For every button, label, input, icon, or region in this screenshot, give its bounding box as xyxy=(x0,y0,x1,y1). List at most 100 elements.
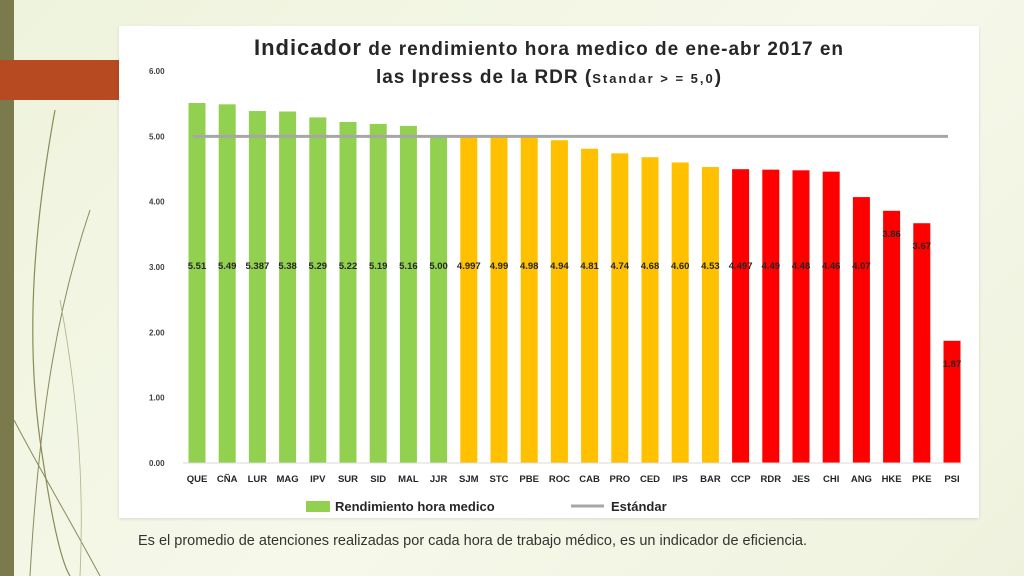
bar-que xyxy=(188,103,206,463)
bar-lur xyxy=(248,111,266,464)
category-label: CHI xyxy=(823,474,839,485)
bar-cab xyxy=(581,148,599,463)
category-label: CAB xyxy=(579,474,600,485)
data-label: 5.16 xyxy=(399,261,418,272)
bar-mal xyxy=(399,125,417,463)
category-label: SID xyxy=(370,474,386,485)
bar-psi xyxy=(943,340,961,463)
data-label: 3.67 xyxy=(913,241,932,252)
bar-ips xyxy=(671,162,689,463)
data-label: 4.68 xyxy=(641,261,660,272)
data-label: 4.99 xyxy=(490,261,509,272)
data-label: 4.49 xyxy=(762,261,781,272)
left-decor-bar xyxy=(0,0,14,576)
category-label: IPS xyxy=(673,474,688,485)
y-tick-label: 6.00 xyxy=(149,67,165,76)
data-label: 4.98 xyxy=(520,261,539,272)
title-line2-part1: las Ipress de la RDR ( xyxy=(375,67,593,88)
category-label: SUR xyxy=(338,474,358,485)
bar-chi xyxy=(822,171,840,463)
y-tick-label: 2.00 xyxy=(149,328,165,337)
data-label: 5.22 xyxy=(339,261,358,272)
category-label: CÑA xyxy=(217,474,238,485)
category-label: MAL xyxy=(398,474,419,485)
data-label: 5.387 xyxy=(246,261,270,272)
bar-ang xyxy=(852,197,870,464)
bar-hke xyxy=(883,210,901,463)
category-label: HKE xyxy=(882,474,902,485)
bar-cña xyxy=(218,104,236,463)
data-label: 4.997 xyxy=(457,261,481,272)
bar-bar xyxy=(701,167,719,464)
legend-swatch-rendimiento xyxy=(306,501,330,512)
category-label: ROC xyxy=(549,474,570,485)
category-label: IPV xyxy=(310,474,326,485)
data-label: 5.51 xyxy=(188,261,207,272)
category-label: STC xyxy=(490,474,509,485)
category-label: JJR xyxy=(430,474,448,485)
category-label: ANG xyxy=(851,474,872,485)
data-label: 5.19 xyxy=(369,261,388,272)
title-part2: de rendimiento hora medico de ene-abr 20… xyxy=(361,39,845,60)
category-label: JES xyxy=(792,474,810,485)
y-tick-label: 5.00 xyxy=(149,132,165,141)
category-label: LUR xyxy=(248,474,268,485)
y-tick-label: 3.00 xyxy=(149,263,165,272)
data-label: 4.46 xyxy=(822,261,841,272)
category-label: SJM xyxy=(459,474,479,485)
bar-stc xyxy=(490,136,508,463)
data-label: 4.81 xyxy=(580,261,599,272)
left-accent-block xyxy=(0,60,119,100)
bar-jjr xyxy=(430,136,448,463)
bar-pro xyxy=(611,153,629,463)
data-label: 5.00 xyxy=(429,261,448,272)
bar-sjm xyxy=(460,136,478,463)
y-tick-label: 4.00 xyxy=(149,198,165,207)
bar-mag xyxy=(279,111,297,464)
category-label: QUE xyxy=(187,474,208,485)
legend-label-rendimiento: Rendimiento hora medico xyxy=(335,499,495,514)
bar-ced xyxy=(641,157,659,464)
legend-label-estandar: Estándar xyxy=(611,499,667,514)
decorative-curves xyxy=(13,109,101,576)
bar-pbe xyxy=(520,137,538,463)
data-label: 4.74 xyxy=(611,261,630,272)
category-label: PSI xyxy=(944,474,959,485)
category-label: CCP xyxy=(731,474,752,485)
data-label: 5.49 xyxy=(218,261,237,272)
bar-ipv xyxy=(309,117,327,464)
category-label: MAG xyxy=(277,474,299,485)
data-label: 4.60 xyxy=(671,261,690,272)
data-label: 4.07 xyxy=(852,261,871,272)
bar-chart: 0.00 1.00 2.00 3.00 4.00 5.00 6.00 5.51 5.49 5.38… xyxy=(149,67,962,514)
category-label: PBE xyxy=(519,474,539,485)
title-line2-part3: ) xyxy=(714,67,723,88)
data-label: 5.29 xyxy=(309,261,328,272)
chart-title: Indicador de rendimiento hora medico de … xyxy=(119,34,979,93)
title-line2-small: Standar > = 5,0 xyxy=(592,71,715,86)
bar-ccp xyxy=(732,169,750,464)
data-label: 4.497 xyxy=(729,261,753,272)
chart-card: Indicador de rendimiento hora medico de … xyxy=(119,26,979,518)
bar-jes xyxy=(792,170,810,463)
category-label: BAR xyxy=(700,474,721,485)
bar-pke xyxy=(913,223,931,463)
category-label: CED xyxy=(640,474,660,485)
bar-roc xyxy=(550,140,568,463)
y-tick-label: 1.00 xyxy=(149,394,165,403)
bar-sur xyxy=(339,121,357,464)
data-label: 1.87 xyxy=(943,359,962,370)
data-label: 5.38 xyxy=(278,261,297,272)
category-label: PKE xyxy=(912,474,932,485)
bar-rdr xyxy=(762,169,780,464)
data-label: 3.86 xyxy=(882,229,901,240)
data-label: 4.53 xyxy=(701,261,720,272)
category-label: PRO xyxy=(610,474,631,485)
data-label: 4.48 xyxy=(792,261,811,272)
title-part1: Indicador xyxy=(253,35,362,60)
caption-text: Es el promedio de atenciones realizadas … xyxy=(138,533,808,549)
data-label: 4.94 xyxy=(550,261,569,272)
y-tick-label: 0.00 xyxy=(149,459,165,468)
bar-sid xyxy=(369,123,387,464)
category-label: RDR xyxy=(761,474,782,485)
